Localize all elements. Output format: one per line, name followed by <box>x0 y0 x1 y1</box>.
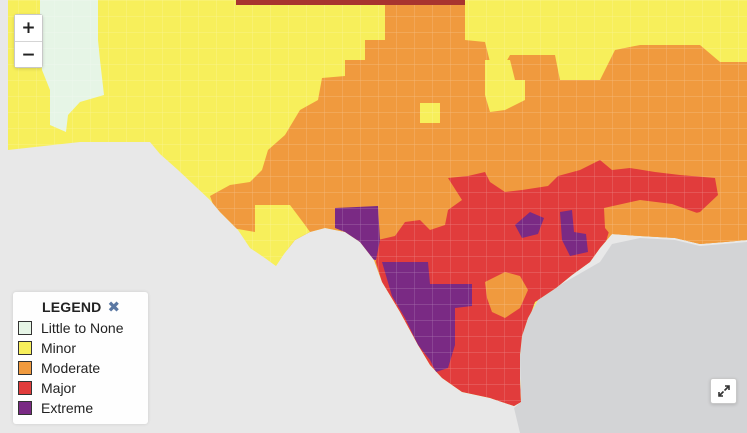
legend-label: Minor <box>41 340 77 356</box>
legend-label: Major <box>41 380 77 396</box>
legend-label: Moderate <box>41 360 101 376</box>
zoom-control: + − <box>14 14 43 68</box>
legend-swatch <box>18 321 32 335</box>
legend-swatch <box>18 381 32 395</box>
legend-item: Minor <box>18 338 144 358</box>
legend-swatch <box>18 341 32 355</box>
legend-item: Major <box>18 378 144 398</box>
top-accent-bar <box>236 0 465 5</box>
legend-header: LEGEND ✖ <box>18 296 144 318</box>
zoom-in-button[interactable]: + <box>15 15 42 41</box>
fullscreen-button[interactable] <box>710 378 737 404</box>
zoom-out-button[interactable]: − <box>15 41 42 67</box>
legend-close-icon[interactable]: ✖ <box>107 297 121 316</box>
legend-title: LEGEND <box>41 299 102 315</box>
legend-item: Extreme <box>18 398 144 418</box>
legend-label: Extreme <box>41 400 94 416</box>
gulf-water <box>514 238 747 433</box>
legend-swatch <box>18 361 32 375</box>
legend-item: Moderate <box>18 358 144 378</box>
legend-swatch <box>18 401 32 415</box>
legend-label: Little to None <box>41 320 124 336</box>
legend-item: Little to None <box>18 318 144 338</box>
expand-icon <box>717 385 730 397</box>
legend: LEGEND ✖ Little to None Minor Moderate M… <box>13 292 148 424</box>
